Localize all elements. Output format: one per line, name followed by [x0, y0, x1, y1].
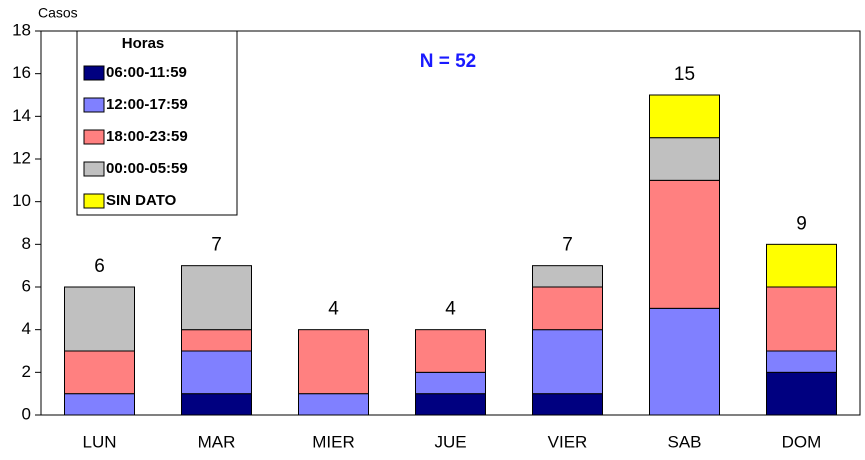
- legend-swatch: [83, 129, 105, 145]
- bar-segment: [649, 307, 720, 416]
- y-tick-label: 8: [22, 234, 31, 253]
- bar-segment: [766, 350, 837, 373]
- total-label: 9: [796, 213, 807, 234]
- total-label: 6: [94, 256, 105, 277]
- bar-segment: [532, 393, 603, 416]
- annotation: N = 52: [420, 51, 477, 72]
- y-tick-label: 18: [12, 20, 31, 39]
- bar-segment: [649, 137, 720, 181]
- bar-segment: [766, 371, 837, 416]
- y-tick-label: 4: [22, 319, 31, 338]
- bar-segment: [532, 286, 603, 331]
- x-tick-label: DOM: [782, 432, 822, 451]
- y-tick-label: 14: [12, 106, 31, 125]
- y-tick-label: 10: [12, 191, 31, 210]
- bar-segment: [415, 329, 486, 373]
- legend-swatch: [83, 65, 105, 81]
- bar-segment: [181, 350, 252, 395]
- bar-segment: [64, 350, 135, 395]
- y-tick-label: 16: [12, 63, 31, 82]
- total-label: 4: [445, 299, 456, 320]
- x-tick-label: VIER: [548, 432, 588, 451]
- legend-label: 06:00-11:59: [106, 64, 187, 81]
- legend-swatch: [83, 193, 105, 209]
- total-label: 15: [674, 64, 695, 85]
- bar-segment: [415, 371, 486, 395]
- bar-segment: [181, 265, 252, 331]
- legend-label: 18:00-23:59: [106, 128, 188, 145]
- total-label: 7: [211, 235, 222, 256]
- y-tick-label: 2: [22, 362, 31, 381]
- x-tick-label: SAB: [667, 432, 701, 451]
- total-label: 4: [328, 299, 339, 320]
- legend-box: [76, 30, 238, 216]
- legend-swatch: [83, 97, 105, 113]
- legend-label: 00:00-05:59: [106, 160, 188, 177]
- x-tick-label: JUE: [434, 432, 466, 451]
- y-tick-label: 6: [22, 276, 31, 295]
- legend-label: SIN DATO: [106, 192, 177, 209]
- legend-title: Horas: [122, 35, 165, 52]
- x-tick-label: MAR: [198, 432, 236, 451]
- y-tick-label: 12: [12, 148, 31, 167]
- bar-segment: [532, 329, 603, 395]
- bar-segment: [766, 286, 837, 352]
- bar-segment: [649, 94, 720, 139]
- legend-swatch: [83, 161, 105, 177]
- bar-segment: [64, 286, 135, 352]
- bar-segment: [415, 393, 486, 416]
- bar-segment: [298, 329, 369, 395]
- x-tick-label: LUN: [82, 432, 116, 451]
- x-tick-label: MIER: [312, 432, 355, 451]
- bar-segment: [181, 393, 252, 416]
- bar-segment: [181, 329, 252, 352]
- y-tick-label: 0: [22, 404, 31, 423]
- bar-segment: [298, 393, 369, 416]
- y-axis-label: Casos: [38, 5, 78, 21]
- bar-segment: [64, 393, 135, 416]
- bar-segment: [532, 265, 603, 288]
- bar-segment: [649, 179, 720, 309]
- total-label: 7: [562, 235, 573, 256]
- legend-label: 12:00-17:59: [106, 96, 188, 113]
- bar-segment: [766, 243, 837, 288]
